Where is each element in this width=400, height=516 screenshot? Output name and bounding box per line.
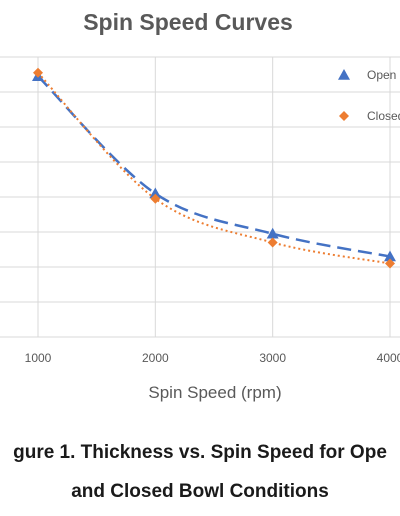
figure-caption-line-2: and Closed Bowl Conditions <box>71 481 329 502</box>
legend-label: Closed <box>367 109 400 123</box>
diamond-marker <box>267 237 278 248</box>
triangle-marker <box>384 250 396 262</box>
chart-series <box>32 67 396 269</box>
series-line <box>37 75 391 258</box>
x-tick-label: 4000 <box>377 351 400 365</box>
x-axis-label: Spin Speed (rpm) <box>148 383 281 402</box>
series-closed <box>33 67 395 269</box>
diamond-marker <box>33 67 43 78</box>
diamond-marker <box>385 258 395 269</box>
x-tick-label: 3000 <box>259 351 286 365</box>
legend-diamond-marker <box>339 111 349 121</box>
x-tick-label: 2000 <box>142 351 169 365</box>
diamond-marker <box>150 193 161 204</box>
legend-label: Open <box>367 68 396 82</box>
triangle-marker <box>266 227 279 239</box>
x-tick-labels: 1000 2000 3000 4000 <box>25 351 400 365</box>
chart-legend: Open Closed <box>338 68 400 123</box>
triangle-marker <box>149 187 162 199</box>
figure-caption-line-1: gure 1. Thickness vs. Spin Speed for Ope <box>13 442 387 463</box>
legend-triangle-marker <box>338 69 350 80</box>
chart-grid <box>0 56 400 338</box>
series-open <box>32 70 396 262</box>
x-tick-label: 1000 <box>25 351 52 365</box>
chart-title: Spin Speed Curves <box>83 9 293 35</box>
series-line <box>37 72 391 265</box>
